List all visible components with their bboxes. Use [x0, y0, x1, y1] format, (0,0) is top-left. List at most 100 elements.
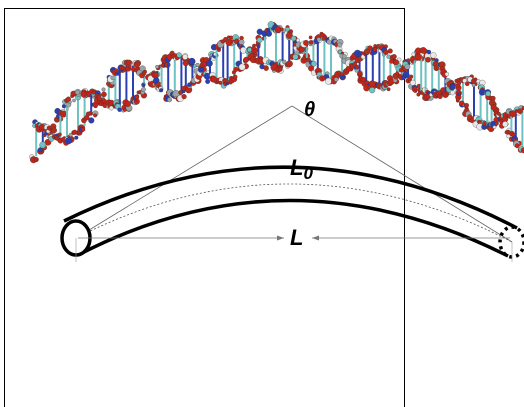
dna-atom — [88, 117, 95, 124]
dna-atom — [303, 39, 309, 46]
dna-atom — [425, 56, 431, 63]
dna-atom — [333, 77, 339, 82]
dna-atom — [430, 52, 437, 59]
dna-atom — [302, 56, 307, 61]
dna-atom — [410, 56, 416, 62]
dna-atom — [426, 49, 432, 55]
dna-atom — [450, 90, 455, 96]
dna-atom — [485, 90, 491, 97]
dna-atom — [449, 83, 456, 90]
dna-atom — [404, 63, 411, 70]
angle-line — [75, 105, 293, 239]
dna-atom — [444, 72, 449, 77]
dna-atom — [124, 100, 131, 107]
dna-atom — [187, 82, 192, 87]
dna-atom — [413, 88, 418, 93]
dna-atom — [195, 62, 200, 67]
subscript: 0 — [303, 164, 313, 183]
dna-atom — [142, 71, 147, 76]
dna-atom — [509, 110, 517, 118]
dna-atom — [134, 95, 140, 100]
dna-atom — [155, 64, 159, 69]
dna-atom — [265, 30, 272, 37]
dna-atom — [182, 54, 188, 60]
theta-label: θ — [304, 99, 315, 121]
dna-atom — [462, 78, 467, 84]
dna-atom — [218, 80, 223, 85]
dna-atom — [93, 113, 98, 118]
dna-atom — [72, 98, 76, 103]
dna-atom — [310, 60, 317, 67]
dna-atom — [386, 87, 391, 92]
dna-atom — [33, 157, 38, 162]
dna-atom — [75, 90, 80, 95]
dna-atom — [298, 47, 305, 53]
dna-atom — [292, 53, 299, 60]
dna-atom — [134, 61, 141, 68]
dna-atom — [465, 81, 470, 86]
dna-atom — [393, 59, 400, 66]
dna-atom — [68, 132, 73, 137]
dna-atom — [387, 48, 393, 54]
dna-atom — [286, 32, 293, 39]
dna-atom — [291, 35, 297, 42]
dna-atom — [251, 45, 256, 50]
dna-atom — [223, 78, 228, 83]
dna-atom — [316, 37, 321, 42]
dna-atom — [263, 65, 269, 71]
dna-atom — [59, 110, 67, 118]
dna-atom — [321, 76, 326, 81]
dna-atom — [74, 135, 79, 140]
dna-atom — [496, 111, 501, 116]
dna-atom — [85, 111, 91, 117]
dna-atom — [337, 42, 343, 48]
dna-atom — [401, 75, 406, 80]
dna-atom — [176, 52, 182, 58]
dna-atom — [325, 77, 332, 85]
dna-atom — [389, 59, 394, 64]
dna-atom — [109, 105, 114, 111]
dna-atom — [419, 47, 427, 54]
dna-atom — [181, 85, 187, 91]
dna-atom — [233, 66, 239, 72]
dna-atom — [433, 65, 440, 72]
dna-atom — [409, 79, 416, 86]
dna-atom — [338, 49, 342, 54]
dna-atom — [238, 39, 245, 46]
dna-atom — [471, 83, 476, 88]
dna-atom — [321, 35, 327, 41]
dna-atom — [113, 68, 119, 73]
dna-atom — [238, 63, 246, 71]
dna-atom — [266, 27, 271, 32]
dna-atom — [141, 82, 146, 87]
dna-atom — [339, 72, 344, 77]
dna-atom — [456, 92, 461, 97]
dna-atom — [415, 53, 422, 61]
dna-atom — [232, 74, 238, 80]
dna-atom — [285, 27, 290, 32]
dna-atom — [490, 104, 497, 111]
dna-atom — [256, 37, 263, 43]
dna-atom — [270, 63, 278, 71]
dna-atom — [167, 97, 172, 103]
dna-atom — [504, 130, 509, 135]
dna-atom — [517, 108, 523, 114]
dna-atom — [141, 87, 146, 92]
dna-atom — [406, 58, 411, 63]
dna-molecule — [29, 21, 524, 164]
dna-atom — [459, 100, 465, 106]
arrow-head — [312, 235, 319, 241]
dna-atom — [506, 134, 511, 139]
dna-atom — [296, 38, 300, 43]
arrow-head — [277, 235, 284, 241]
dna-atom — [80, 127, 86, 132]
dna-atom — [467, 114, 473, 120]
dna-atom — [437, 94, 443, 100]
dna-atom — [188, 57, 196, 65]
dna-atom — [160, 63, 165, 68]
dna-atom — [308, 65, 315, 72]
dna-atom — [342, 54, 347, 59]
dna-atom — [369, 87, 376, 94]
dna-atom — [456, 81, 461, 86]
